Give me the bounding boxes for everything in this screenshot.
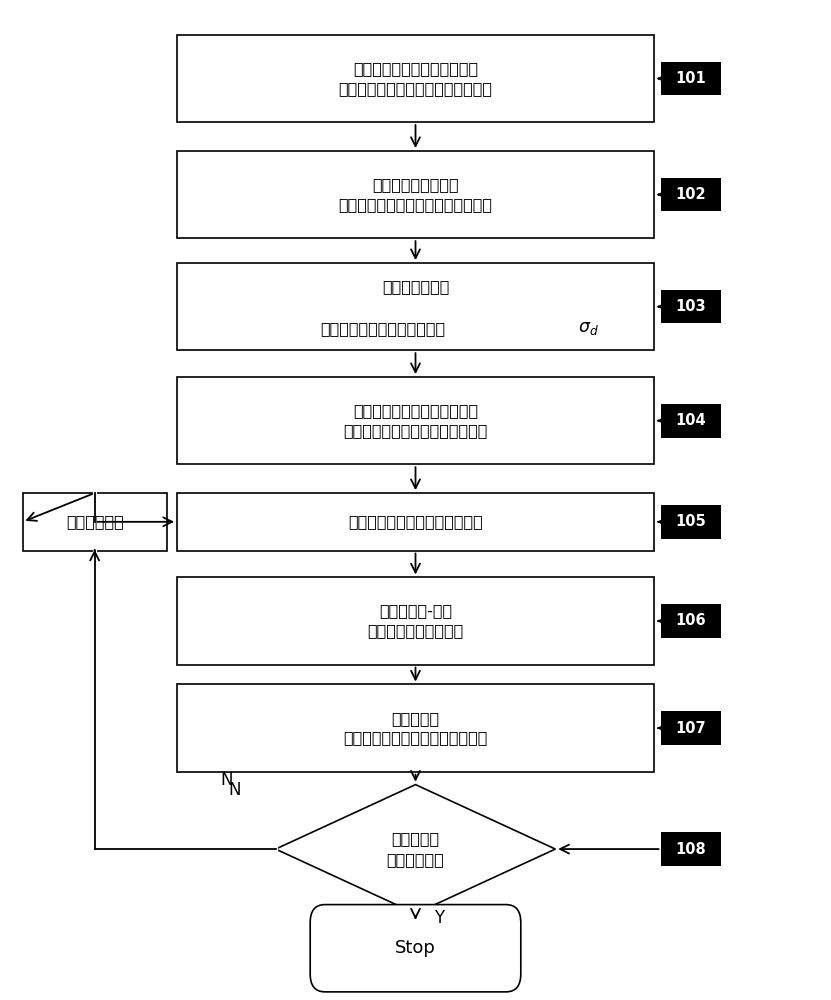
Text: N: N (229, 781, 241, 799)
FancyBboxPatch shape (177, 35, 654, 122)
Text: 建立静电场-结构
位移场场耦合分析模型: 建立静电场-结构 位移场场耦合分析模型 (367, 604, 464, 638)
FancyBboxPatch shape (661, 604, 720, 638)
Text: 107: 107 (676, 721, 706, 736)
FancyBboxPatch shape (177, 577, 654, 665)
Text: 104: 104 (676, 413, 706, 428)
Text: 求解场耦合
分析模型，计算反射面的性能参数: 求解场耦合 分析模型，计算反射面的性能参数 (343, 711, 488, 745)
Polygon shape (276, 785, 555, 914)
Text: 反射面性能
满足设计要求: 反射面性能 满足设计要求 (386, 831, 445, 867)
FancyBboxPatch shape (177, 151, 654, 238)
FancyBboxPatch shape (661, 178, 720, 211)
FancyBboxPatch shape (310, 905, 521, 992)
FancyBboxPatch shape (661, 505, 720, 539)
Text: 103: 103 (676, 299, 706, 314)
Text: 108: 108 (676, 842, 706, 857)
FancyBboxPatch shape (177, 263, 654, 350)
Text: 106: 106 (676, 613, 706, 628)
Text: 102: 102 (676, 187, 706, 202)
FancyBboxPatch shape (661, 404, 720, 438)
FancyBboxPatch shape (177, 493, 654, 551)
FancyBboxPatch shape (661, 711, 720, 745)
Text: Stop: Stop (395, 939, 436, 957)
FancyBboxPatch shape (177, 684, 654, 772)
Text: 建立薄膜反射面结构
分析有限元模型，施加边界约束条件: 建立薄膜反射面结构 分析有限元模型，施加边界约束条件 (338, 177, 493, 212)
FancyBboxPatch shape (661, 832, 720, 866)
Text: N: N (220, 771, 233, 789)
FancyBboxPatch shape (661, 62, 720, 95)
Text: 根据反射面结构及性能参数，
确定高压电极的几何形状及布置方式: 根据反射面结构及性能参数， 确定高压电极的几何形状及布置方式 (338, 61, 493, 96)
Text: 101: 101 (676, 71, 706, 86)
Text: 调整控制电压: 调整控制电压 (66, 514, 124, 529)
Text: 给静电场分析模型加载控制电压: 给静电场分析模型加载控制电压 (348, 514, 483, 529)
Text: 105: 105 (676, 514, 706, 529)
FancyBboxPatch shape (22, 493, 167, 551)
Text: Y: Y (434, 909, 444, 927)
Text: 以反射面和控制电极几何作为
静电场边界，建立静电场分析模型: 以反射面和控制电极几何作为 静电场边界，建立静电场分析模型 (343, 403, 488, 438)
Text: 有限元模型加载均匀设计应力: 有限元模型加载均匀设计应力 (320, 321, 445, 336)
FancyBboxPatch shape (177, 377, 654, 464)
FancyBboxPatch shape (661, 290, 720, 323)
Text: 给薄膜反射面的: 给薄膜反射面的 (381, 279, 450, 294)
Text: $\sigma_d$: $\sigma_d$ (578, 319, 598, 337)
